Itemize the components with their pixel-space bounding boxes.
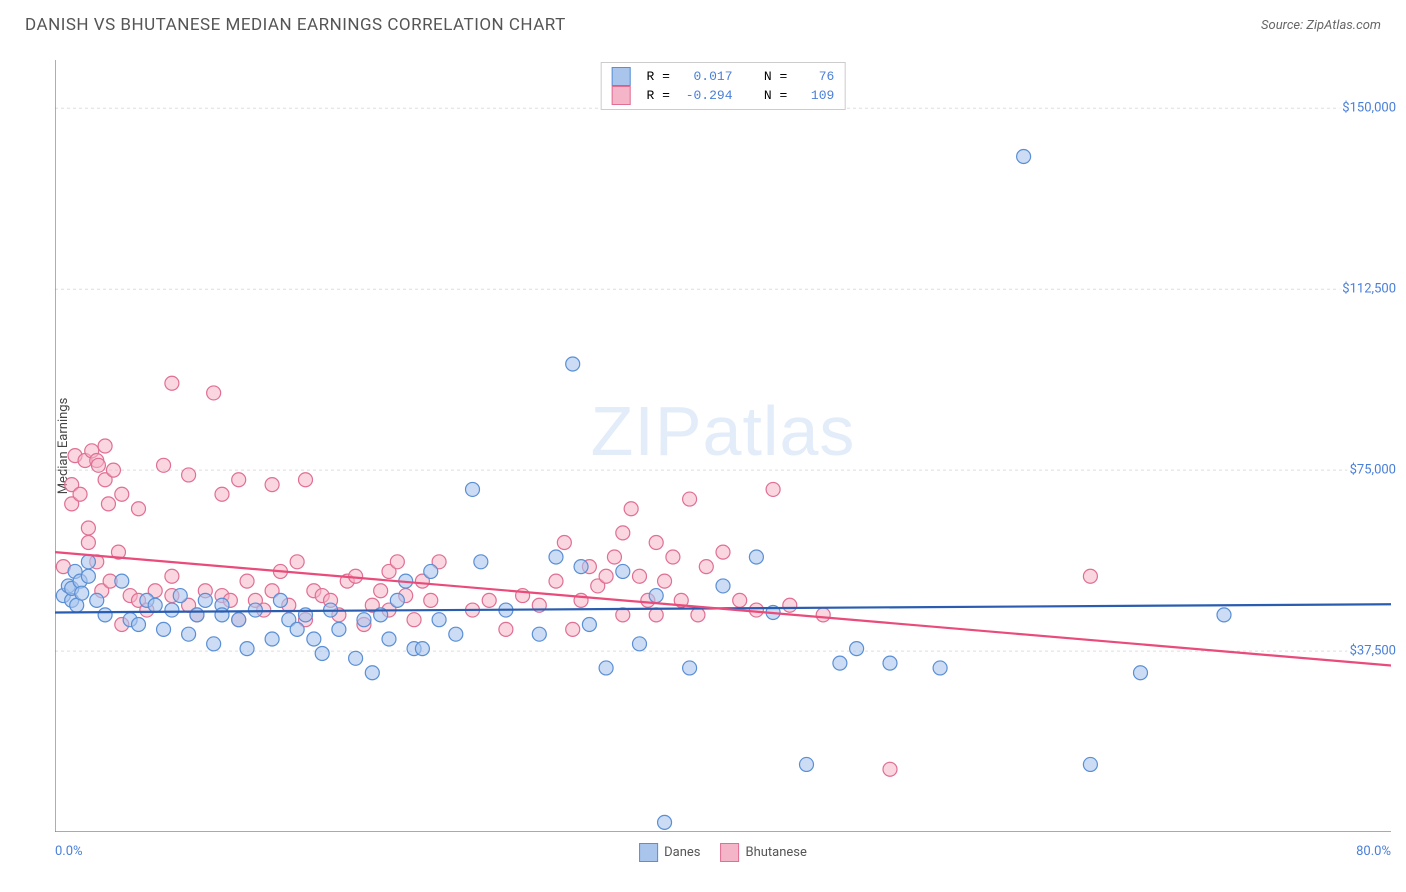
stat-n-value: 76 [803,69,834,84]
swatch-danes [639,843,658,862]
stats-swatch [612,67,631,86]
stat-n-label: N = [741,69,796,84]
swatch-bhutanese [720,843,739,862]
stat-n-value: 109 [803,88,834,103]
chart-title: DANISH VS BHUTANESE MEDIAN EARNINGS CORR… [25,15,566,35]
source-label: Source: ZipAtlas.com [1261,18,1381,33]
y-tick-label: $112,500 [1339,282,1396,297]
stat-r-label: R = [639,88,678,103]
stats-row: R = 0.017 N = 76 [612,67,835,86]
legend-label-bhutanese: Bhutanese [745,845,806,860]
legend-item-bhutanese: Bhutanese [720,843,806,862]
stat-r-value: -0.294 [686,88,733,103]
stat-r-label: R = [639,69,678,84]
y-tick-label: $75,000 [1347,463,1396,478]
series-legend: Danes Bhutanese [639,843,807,862]
stats-swatch [612,86,631,105]
stats-legend: R = 0.017 N = 76 R = -0.294 N = 109 [601,62,846,110]
scatter-plot-svg [55,60,1391,832]
x-axis-min-label: 0.0% [55,844,83,859]
y-tick-label: $150,000 [1339,101,1396,116]
stats-row: R = -0.294 N = 109 [612,86,835,105]
stat-r-value: 0.017 [686,69,733,84]
y-tick-label: $37,500 [1347,644,1396,659]
legend-label-danes: Danes [664,845,700,860]
chart-area: ZIPatlas R = 0.017 N = 76 R = -0.294 N =… [55,60,1391,832]
stat-n-label: N = [741,88,796,103]
legend-item-danes: Danes [639,843,700,862]
x-axis-max-label: 80.0% [1356,844,1391,859]
